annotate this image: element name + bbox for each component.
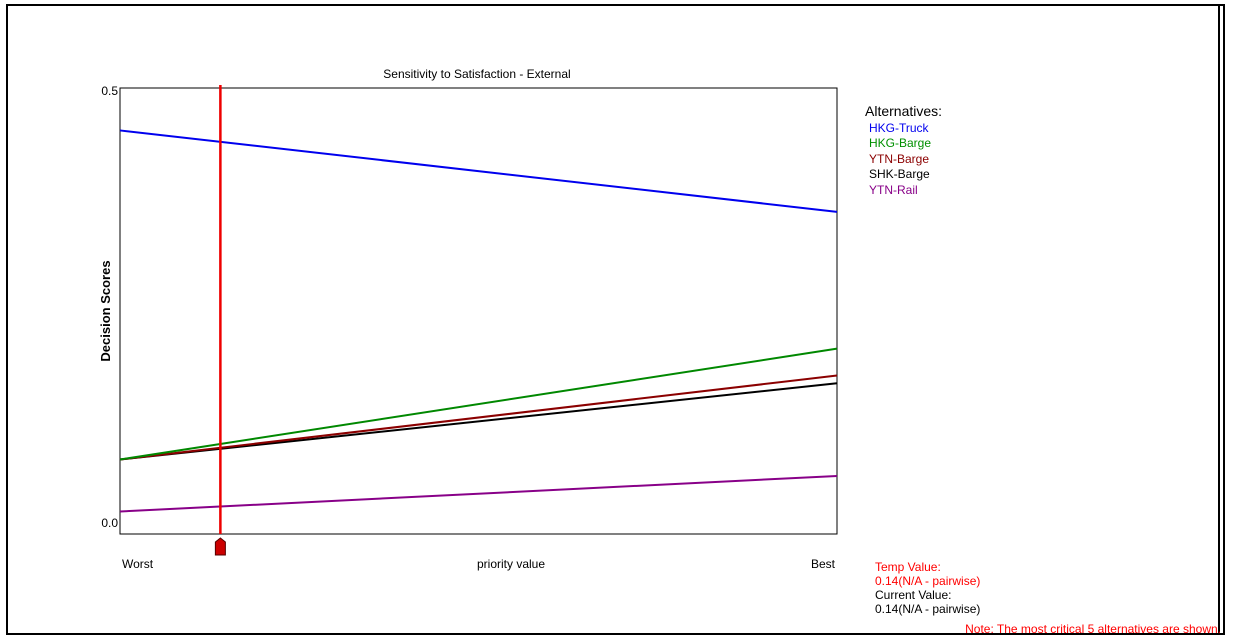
x-tick-label: Worst — [122, 557, 154, 571]
legend-item: HKG-Truck — [869, 120, 929, 135]
current-value-label: Current Value: — [875, 588, 952, 602]
legend: Alternatives: HKG-Truck HKG-Barge YTN-Barg… — [865, 103, 943, 199]
series-line-hkg-truck — [119, 129, 838, 213]
window-right-border — [1218, 4, 1220, 635]
legend-items: HKG-Truck HKG-Barge YTN-Barge SHK-Barge YTN-… — [865, 121, 942, 199]
legend-item: YTN-Rail — [869, 182, 918, 197]
marker-layer — [214, 85, 226, 556]
series-line-ytn-barge — [119, 374, 838, 461]
x-tick-label: Best — [811, 557, 836, 571]
value-readout: Temp Value: 0.14(N/A - pairwise) Current… — [875, 560, 980, 616]
series-line-hkg-barge — [119, 347, 838, 461]
series-layer — [119, 129, 838, 513]
y-axis-label: Decision Scores — [98, 260, 113, 361]
plot-area — [119, 87, 838, 535]
temp-value-label: Temp Value: — [875, 560, 941, 574]
legend-item: YTN-Barge — [869, 151, 930, 166]
note-text: Note: The most critical 5 alternatives a… — [965, 622, 1221, 636]
legend-item: HKG-Barge — [869, 136, 932, 150]
x-axis-label: priority value — [477, 557, 545, 571]
y-tick-label: 0.5 — [101, 84, 118, 98]
temp-value: 0.14(N/A - pairwise) — [875, 574, 981, 588]
legend-item: SHK-Barge — [869, 167, 930, 181]
priority-slider-handle[interactable] — [214, 537, 226, 556]
y-tick-label: 0.0 — [101, 516, 118, 530]
chart-title: Sensitivity to Satisfaction - External — [383, 67, 570, 81]
series-line-shk-barge — [119, 382, 838, 461]
series-line-ytn-rail — [119, 474, 838, 513]
current-value: 0.14(N/A - pairwise) — [875, 602, 981, 616]
legend-title: Alternatives: — [865, 103, 943, 119]
